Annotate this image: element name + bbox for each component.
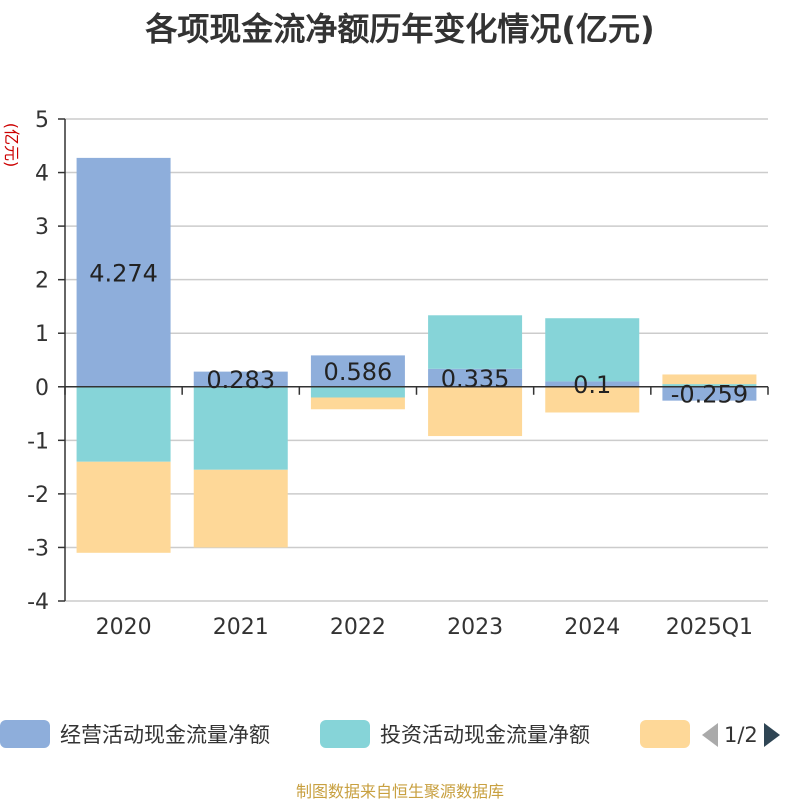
bar-operating-2020 xyxy=(76,157,171,387)
x-tick-label: 2022 xyxy=(330,615,386,640)
legend-pager: 1/2 xyxy=(700,718,800,752)
bar-operating-2021 xyxy=(193,371,288,387)
x-tick-label: 2020 xyxy=(96,615,152,640)
data-label: 0.586 xyxy=(324,358,393,386)
bar-financing-2024 xyxy=(545,386,640,413)
bar-financing-2023 xyxy=(428,386,523,437)
bar-investing-2025Q1 xyxy=(662,384,757,387)
data-label: 0.1 xyxy=(573,371,611,399)
axes: 5 4 3 2 1 0 -1 -2 -3 -4 2020 2021 2022 2023 2024 2025Q1… xyxy=(2,108,769,640)
y-tick-label: -4 xyxy=(27,590,49,615)
bar-investing-2024 xyxy=(545,318,640,382)
x-tick-label: 2025Q1 xyxy=(666,615,753,640)
data-label: 0.283 xyxy=(206,366,275,394)
bar-investing-2022 xyxy=(310,386,405,398)
legend-item-financing[interactable] xyxy=(640,716,690,752)
bar-operating-2025Q1 xyxy=(662,386,757,401)
bar-operating-2024 xyxy=(545,381,640,387)
pager-text: 1/2 xyxy=(724,723,758,747)
bar-financing-2020 xyxy=(76,461,171,553)
bar-operating-2022 xyxy=(310,355,405,387)
legend-item-investing[interactable]: 投资活动现金流量净额 xyxy=(320,716,590,752)
legend-swatch-operating xyxy=(0,720,50,748)
bar-layer xyxy=(76,157,757,553)
y-tick-label: 5 xyxy=(35,108,49,133)
y-tick-label: 2 xyxy=(35,269,49,294)
x-tick-label: 2023 xyxy=(447,615,503,640)
bar-financing-2021 xyxy=(193,469,288,548)
bar-financing-2025Q1 xyxy=(662,374,757,385)
data-label: 4.274 xyxy=(89,259,158,287)
x-tick-label: 2024 xyxy=(564,615,620,640)
bar-operating-2023 xyxy=(428,368,523,387)
legend-label-operating: 经营活动现金流量净额 xyxy=(60,723,270,747)
y-tick-label: 3 xyxy=(35,215,49,240)
x-tick-label: 2021 xyxy=(213,615,269,640)
data-label: -0.259 xyxy=(671,381,748,409)
y-tick-label: 1 xyxy=(35,322,49,347)
bar-investing-2023 xyxy=(428,315,523,369)
prev-page-icon[interactable] xyxy=(700,721,720,749)
chart-title: 各项现金流净额历年变化情况(亿元) xyxy=(145,10,655,48)
data-label: 0.335 xyxy=(441,365,510,393)
grid-lines xyxy=(65,118,768,602)
y-tick-label: 4 xyxy=(35,162,49,187)
legend-swatch-financing xyxy=(640,720,690,748)
y-tick-label: -2 xyxy=(27,483,49,508)
bar-investing-2021 xyxy=(193,386,288,470)
source-note: 制图数据来自恒生聚源数据库 xyxy=(295,782,504,801)
y-tick-label: -1 xyxy=(27,429,49,454)
legend-swatch-investing xyxy=(320,720,370,748)
data-labels: 4.274 0.283 0.586 0.335 0.1 -0.259 xyxy=(89,259,748,408)
legend-label-investing: 投资活动现金流量净额 xyxy=(380,723,590,747)
bar-financing-2022 xyxy=(310,397,405,410)
y-tick-label: 0 xyxy=(35,376,49,401)
bar-investing-2020 xyxy=(76,386,171,462)
legend-item-operating[interactable]: 经营活动现金流量净额 xyxy=(0,716,270,752)
next-page-icon[interactable] xyxy=(762,721,782,749)
y-axis-title: (亿元) xyxy=(2,123,21,168)
y-tick-label: -3 xyxy=(27,536,49,561)
